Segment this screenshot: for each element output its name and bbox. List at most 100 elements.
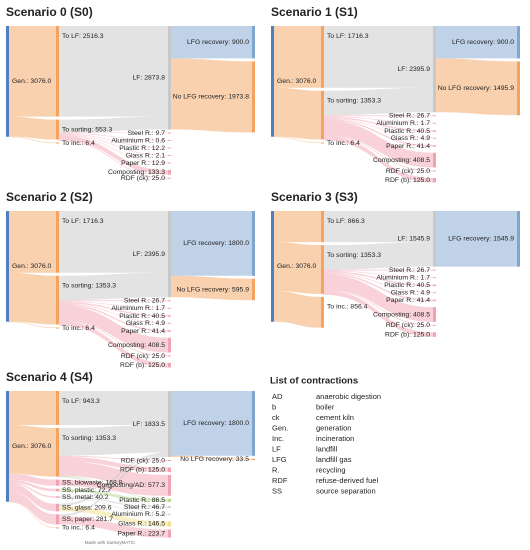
meaning: anaerobic digestion (316, 392, 381, 401)
node (321, 245, 324, 294)
node (168, 506, 171, 508)
node (433, 269, 436, 271)
node (433, 277, 436, 279)
abbreviation: ck (272, 413, 280, 422)
node-label: LFG recovery: 900.0 (452, 39, 514, 46)
meaning: generation (316, 423, 351, 432)
meaning: boiler (316, 402, 335, 411)
node-label: LFG recovery: 1800.0 (183, 240, 249, 247)
node (56, 275, 59, 325)
flow (9, 483, 56, 512)
credit: Made with SankeyMATIC (85, 540, 136, 545)
node-label: LFG recovery: 1800.0 (183, 420, 249, 427)
abbreviation: LFG (272, 455, 287, 464)
chart-title: Scenario 3 (S3) (271, 190, 358, 204)
flow (324, 289, 433, 326)
node (168, 315, 171, 317)
flow (274, 87, 321, 140)
node-label: RDF (b): 125.0 (385, 177, 430, 184)
node-label: Paper R.: 12.9 (121, 160, 165, 167)
node-label: To sorting: 1353.3 (62, 435, 116, 442)
node (168, 139, 171, 141)
flow (171, 26, 252, 59)
flow (274, 26, 321, 88)
flow (59, 134, 168, 164)
node-label: RDF (b): 125.0 (385, 331, 430, 338)
node-label: To sorting: 1353.3 (327, 252, 381, 259)
node-label: Composting: 408.5 (373, 157, 430, 164)
flow (171, 211, 252, 276)
node (168, 391, 171, 458)
node (168, 154, 171, 156)
node-label: Paper R.: 223.7 (117, 530, 165, 537)
node-label: To sorting: 1353.3 (327, 98, 381, 105)
node-label: Gen.: 3076.0 (12, 78, 52, 85)
node (168, 307, 171, 309)
abbreviation: R. (272, 465, 280, 474)
flow (324, 135, 433, 183)
node-label: Glass R.: 4.9 (126, 320, 166, 327)
flow (324, 26, 433, 88)
flow (324, 115, 433, 117)
node-label: Steel R.: 9.7 (128, 130, 166, 137)
flow (9, 272, 56, 325)
flow (324, 118, 433, 139)
node (168, 169, 171, 175)
node (433, 211, 436, 267)
node (56, 527, 59, 529)
flow (9, 391, 56, 425)
node-label: Plastic R.: 40.5 (384, 128, 430, 135)
flow (59, 135, 168, 175)
flow (324, 270, 433, 278)
node (271, 26, 274, 137)
flow (274, 211, 321, 243)
node (168, 362, 171, 368)
node (321, 296, 324, 328)
node-label: SS, biowaste: 168.8 (62, 480, 123, 487)
chart-title: Scenario 1 (S1) (271, 5, 358, 19)
node (168, 337, 171, 353)
node-label: SS, metal: 40.2 (62, 494, 109, 501)
node-label: To LF: 943.3 (62, 398, 100, 405)
flow (324, 211, 433, 243)
flow (59, 303, 168, 324)
node (433, 299, 436, 302)
flow (59, 476, 168, 507)
node (6, 26, 9, 137)
flow (59, 479, 168, 496)
node-label: LFG recovery: 900.0 (187, 39, 249, 46)
flow (324, 269, 433, 271)
flow (59, 496, 168, 509)
flow (436, 211, 517, 267)
node-label: Composting: 408.5 (108, 342, 165, 349)
node-label: Glass R.: 2.1 (126, 152, 166, 159)
flow (59, 497, 168, 515)
flow (59, 116, 168, 133)
flow (9, 424, 56, 477)
flow (59, 320, 168, 368)
flow (324, 274, 433, 322)
node-label: Composting: 133.3 (108, 169, 165, 176)
flow (59, 305, 168, 353)
node (168, 355, 171, 357)
flow (9, 501, 56, 529)
node (168, 467, 171, 473)
flow (171, 275, 252, 301)
node (168, 529, 171, 538)
meaning: cement kiln (316, 413, 354, 422)
node-label: To LF: 1716.3 (62, 218, 104, 225)
flow (59, 272, 168, 301)
node (517, 211, 520, 267)
node (168, 26, 171, 130)
node-label: SS, plastic: 72.7 (62, 487, 111, 494)
node (433, 170, 436, 172)
node-label: Aluminium R.: 5.2 (111, 511, 165, 518)
node (168, 460, 171, 462)
flow (59, 301, 168, 317)
node (56, 119, 59, 140)
node (271, 211, 274, 322)
node (168, 498, 171, 502)
chart-title: Scenario 0 (S0) (6, 5, 93, 19)
flow (324, 271, 433, 287)
